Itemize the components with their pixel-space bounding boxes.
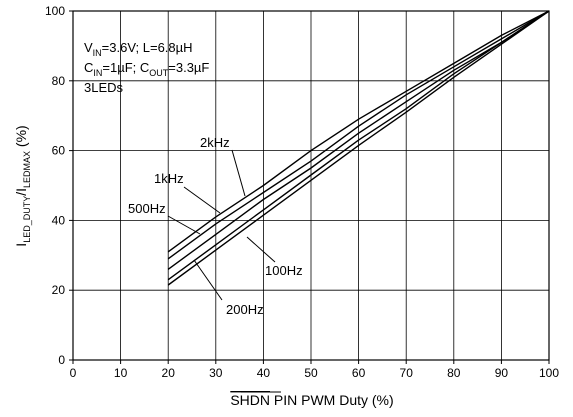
x-tick-label: 30 xyxy=(209,366,223,380)
series-label-500hz: 500Hz xyxy=(128,201,166,216)
annotation-3leds: 3LEDs xyxy=(84,80,124,95)
series-line-100hz xyxy=(167,10,550,286)
series-line-200hz xyxy=(167,10,550,281)
series-line-1khz xyxy=(167,10,550,260)
y-tick-label: 60 xyxy=(52,144,66,158)
y-tick-label: 40 xyxy=(52,213,66,227)
x-tick-label: 50 xyxy=(304,366,318,380)
tick-labels: 0 10 20 30 40 50 60 70 80 90 100 0 20 40 60 80 100 xyxy=(45,4,559,380)
leader-2khz xyxy=(231,149,246,197)
y-tick-label: 20 xyxy=(52,283,66,297)
y-tick-label: 80 xyxy=(52,74,66,88)
series-label-200hz: 200Hz xyxy=(226,302,264,317)
leader-200hz xyxy=(193,259,223,301)
leader-100hz xyxy=(246,236,276,263)
x-tick-label: 80 xyxy=(447,366,461,380)
series-lines xyxy=(167,10,550,286)
series-line-2khz xyxy=(167,10,550,253)
conditions-annotation: VIN=3.6V; L=6.8µH CIN=1µF; COUT=3.3µF 3L… xyxy=(84,40,209,95)
leader-500hz xyxy=(167,215,201,235)
x-axis-title: SHDN PIN PWM Duty (%) xyxy=(230,392,393,408)
series-labels: 2kHz 1kHz 500Hz 100Hz 200Hz xyxy=(128,135,303,317)
x-tick-label: 40 xyxy=(257,366,271,380)
leader-1khz xyxy=(183,186,221,214)
y-tick-label: 0 xyxy=(58,353,65,367)
annotation-cin-cout: CIN=1µF; COUT=3.3µF xyxy=(84,60,209,78)
x-tick-label: 100 xyxy=(539,366,559,380)
x-tick-label: 90 xyxy=(495,366,509,380)
series-label-100hz: 100Hz xyxy=(265,263,303,278)
axes xyxy=(69,10,550,364)
annotation-vin-l: VIN=3.6V; L=6.8µH xyxy=(84,40,193,58)
x-tick-label: 20 xyxy=(162,366,176,380)
series-line-500hz xyxy=(167,10,550,270)
series-label-1khz: 1kHz xyxy=(154,171,184,186)
y-tick-label: 100 xyxy=(45,4,65,18)
x-tick-label: 70 xyxy=(400,366,414,380)
grid xyxy=(73,11,549,360)
y-axis-title: ILED_DUTY/ILEDMAX (%) xyxy=(13,125,32,246)
x-tick-label: 60 xyxy=(352,366,366,380)
x-tick-label: 10 xyxy=(114,366,128,380)
series-label-2khz: 2kHz xyxy=(200,135,230,150)
x-tick-label: 0 xyxy=(70,366,77,380)
